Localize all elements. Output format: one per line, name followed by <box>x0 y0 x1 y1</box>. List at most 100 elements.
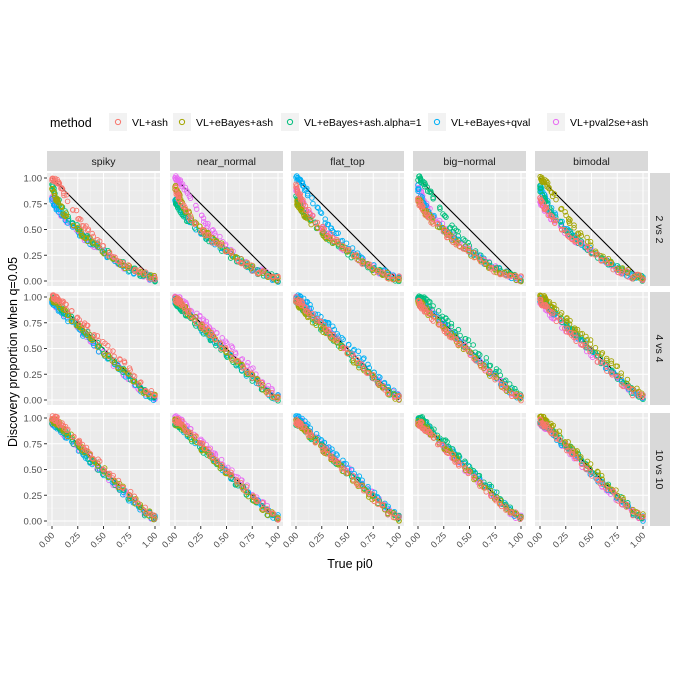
facet-row-label: 4 vs 4 <box>653 334 665 362</box>
data-point <box>546 299 553 305</box>
data-point <box>503 504 509 511</box>
x-tick-label: 0.50 <box>211 530 230 549</box>
data-point <box>309 319 316 326</box>
facet-panel <box>170 413 283 526</box>
data-point <box>145 275 152 281</box>
data-point <box>317 209 324 215</box>
data-point <box>318 210 325 216</box>
data-point <box>605 481 612 488</box>
facet-panel <box>535 292 648 405</box>
data-point <box>259 506 265 513</box>
facet-row-label: 2 vs 2 <box>653 215 665 243</box>
data-point <box>548 213 555 219</box>
data-point <box>256 379 262 385</box>
x-tick-label: 0.50 <box>88 530 107 549</box>
data-point <box>326 326 332 333</box>
data-point <box>210 227 216 233</box>
data-point <box>176 301 183 307</box>
data-point <box>299 299 305 305</box>
x-tick-label: 0.75 <box>480 530 499 549</box>
data-point <box>450 451 456 458</box>
data-point <box>548 310 555 317</box>
data-point <box>381 383 387 390</box>
data-point <box>571 225 577 231</box>
data-point <box>569 445 576 451</box>
data-point <box>127 488 134 495</box>
data-point <box>330 450 336 456</box>
data-point <box>358 361 365 367</box>
facet-panel <box>291 413 404 526</box>
data-point <box>152 276 158 283</box>
data-point <box>395 276 402 282</box>
data-point <box>455 233 462 239</box>
data-point <box>639 275 645 281</box>
legend-label: VL+eBayes+ash <box>196 117 273 129</box>
legend-key-marker <box>178 118 186 126</box>
reference-line <box>295 177 400 282</box>
data-point <box>465 337 472 343</box>
data-point <box>110 472 116 479</box>
data-point <box>137 267 143 273</box>
data-point <box>416 186 422 192</box>
x-tick-label: 0.00 <box>281 530 300 549</box>
data-point <box>54 196 60 203</box>
data-point <box>602 485 609 491</box>
data-point <box>304 185 310 192</box>
data-point <box>95 456 101 463</box>
data-point <box>467 352 474 358</box>
data-point <box>312 440 319 446</box>
data-point <box>603 363 610 369</box>
data-point <box>115 365 121 371</box>
data-point <box>140 271 147 277</box>
data-point <box>300 183 306 189</box>
data-point <box>492 376 498 383</box>
data-point <box>444 447 451 453</box>
data-point <box>365 489 372 495</box>
data-point <box>249 375 256 381</box>
data-point <box>208 330 215 337</box>
data-point <box>146 510 152 517</box>
data-point <box>58 203 65 210</box>
data-point <box>481 479 487 486</box>
data-point <box>270 510 277 517</box>
data-point <box>309 314 316 321</box>
facet-strip-4: bimodal <box>535 151 648 171</box>
data-point <box>360 365 367 372</box>
data-point <box>249 268 256 274</box>
data-point <box>307 218 313 224</box>
data-point <box>293 297 299 304</box>
data-point <box>364 370 370 376</box>
data-point <box>114 258 121 264</box>
data-point <box>477 483 483 489</box>
data-point <box>59 185 65 191</box>
data-point <box>558 317 564 324</box>
data-point <box>152 275 158 281</box>
data-point <box>431 314 438 321</box>
data-point <box>578 454 584 460</box>
data-point <box>445 232 451 238</box>
data-point <box>509 393 515 400</box>
data-point <box>501 272 508 278</box>
data-point <box>343 240 350 246</box>
data-point <box>100 242 106 249</box>
data-point <box>371 498 378 505</box>
data-point <box>597 359 604 365</box>
data-point <box>351 252 357 259</box>
data-point <box>63 307 70 313</box>
data-point <box>339 242 346 249</box>
legend-key-background <box>428 113 446 131</box>
data-point <box>578 461 585 467</box>
data-point <box>132 496 138 503</box>
data-point <box>84 322 91 329</box>
data-point <box>594 359 601 365</box>
data-point <box>176 192 182 198</box>
data-point <box>629 392 636 399</box>
data-point <box>314 219 321 226</box>
data-point <box>569 450 576 457</box>
data-point <box>423 202 429 209</box>
data-point <box>250 493 257 500</box>
data-point <box>587 348 593 355</box>
data-point <box>76 215 82 222</box>
y-tick-label: 0.50 <box>24 465 43 476</box>
data-point <box>90 455 96 462</box>
